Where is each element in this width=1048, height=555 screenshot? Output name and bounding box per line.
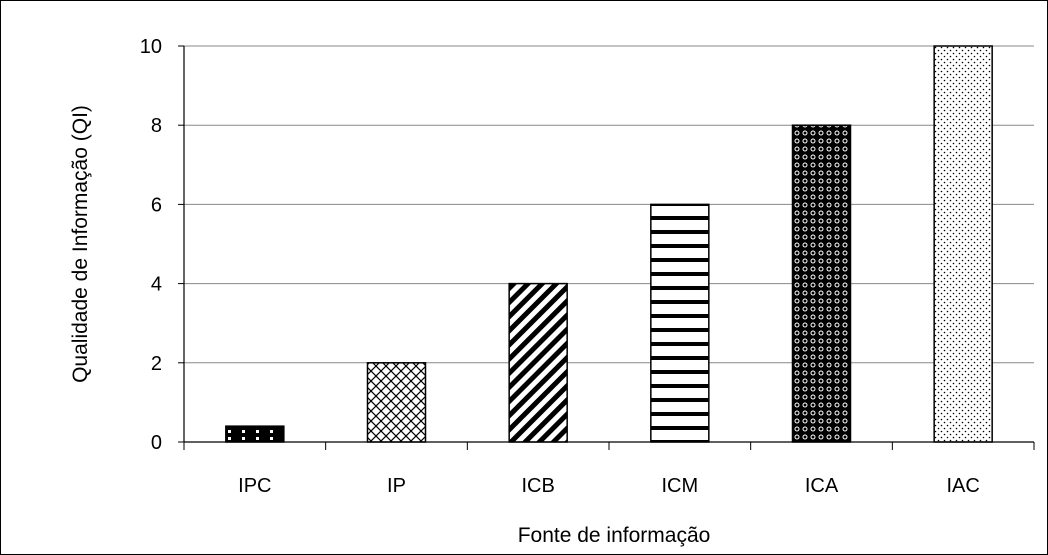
y-tick-label: 2 <box>151 353 162 375</box>
x-tick-label-ip: IP <box>387 475 406 497</box>
x-tick-label-icb: ICB <box>521 475 554 497</box>
axes <box>178 45 1035 450</box>
y-tick-label: 4 <box>151 274 162 296</box>
bar-ipc <box>225 425 285 443</box>
bar-ica <box>791 124 852 443</box>
y-axis-title: Qualidade de Informação (QI) <box>69 105 92 383</box>
x-axis-title: Fonte de informação <box>518 524 711 547</box>
x-tick-label-iac: IAC <box>946 475 979 497</box>
y-tick-label: 6 <box>151 194 162 216</box>
x-tick-label-icm: ICM <box>661 475 698 497</box>
x-tick-label-ipc: IPC <box>238 475 271 497</box>
bar-icm <box>650 203 710 443</box>
bar-ip <box>366 362 427 443</box>
bars <box>225 45 993 443</box>
gridlines <box>184 45 1034 364</box>
bar-icb <box>508 282 568 443</box>
y-tick-label: 8 <box>151 115 162 137</box>
tick-labels: 0 2 4 6 8 10 IPC IP ICB ICM ICA IAC <box>140 36 980 497</box>
y-tick-label: 0 <box>151 432 162 454</box>
x-tick-label-ica: ICA <box>805 475 839 497</box>
y-tick-label: 10 <box>140 36 162 58</box>
bar-iac <box>933 45 993 443</box>
